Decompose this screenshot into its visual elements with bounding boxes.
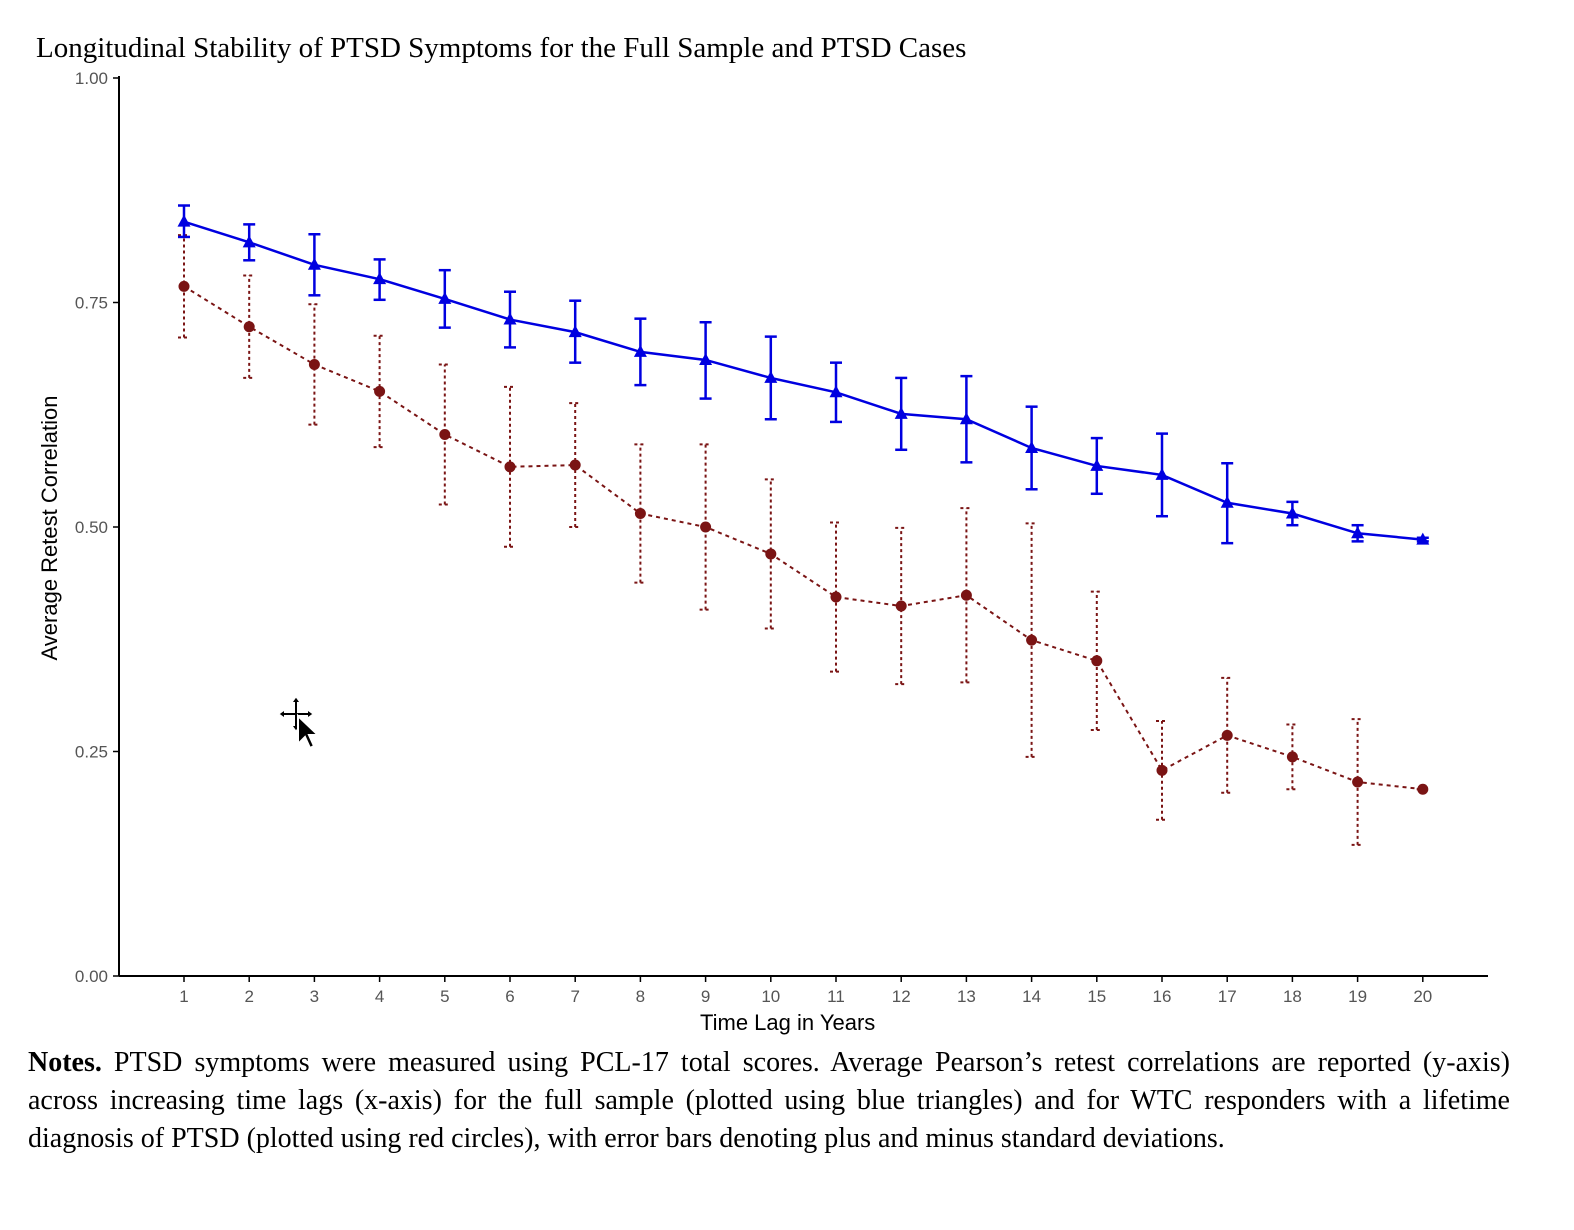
data-point-triangle <box>894 406 908 419</box>
data-point-circle <box>1156 764 1168 776</box>
series-1 <box>177 204 1430 545</box>
x-tick-label: 9 <box>701 987 710 1006</box>
chart-title: Longitudinal Stability of PTSD Symptoms … <box>36 32 966 64</box>
x-tick-label: 16 <box>1153 987 1172 1006</box>
x-tick-label: 7 <box>570 987 579 1006</box>
notes-body: PTSD symptoms were measured using PCL-17… <box>28 1047 1510 1154</box>
data-point-circle <box>308 358 320 370</box>
x-tick-label: 2 <box>244 987 253 1006</box>
y-ticks: 0.00 0.25 0.50 0.75 1.00 <box>75 69 119 986</box>
x-tick-label: 1 <box>179 987 188 1006</box>
data-point-triangle <box>1155 467 1169 480</box>
data-point-circle <box>700 521 712 533</box>
x-tick-label: 4 <box>375 987 384 1006</box>
series-line <box>183 285 1423 791</box>
y-tick-label: 0.75 <box>75 294 108 313</box>
error-bar <box>699 443 712 611</box>
data-point-circle <box>830 591 842 603</box>
x-tick-label: 14 <box>1022 987 1041 1006</box>
data-point-circle <box>178 280 190 292</box>
error-bar <box>1221 676 1234 794</box>
data-point-triangle <box>1351 526 1365 539</box>
data-point-triangle <box>764 370 778 383</box>
y-tick-label: 0.50 <box>75 518 108 537</box>
data-point-circle <box>1221 729 1233 741</box>
y-tick-label: 0.00 <box>75 967 108 986</box>
x-tick-label: 15 <box>1087 987 1106 1006</box>
data-point-triangle <box>242 235 256 248</box>
y-tick-label: 0.25 <box>75 743 108 762</box>
data-point-circle <box>504 461 516 473</box>
x-tick-label: 10 <box>761 987 780 1006</box>
data-point-triangle <box>829 385 843 398</box>
series-2 <box>178 234 1429 846</box>
data-point-triangle <box>699 352 713 365</box>
data-point-triangle <box>568 325 582 338</box>
data-point-triangle <box>1416 532 1430 545</box>
x-tick-label: 6 <box>505 987 514 1006</box>
x-ticks: 1 2 3 4 5 6 7 8 9 10 11 12 13 14 15 16 17 18 19 20 <box>179 976 1432 1006</box>
y-tick-label: 1.00 <box>75 69 108 88</box>
data-point-circle <box>374 385 386 397</box>
data-point-triangle <box>438 291 452 304</box>
x-tick-label: 17 <box>1218 987 1237 1006</box>
data-point-triangle <box>1285 506 1299 519</box>
x-tick-label: 3 <box>310 987 319 1006</box>
x-tick-label: 18 <box>1283 987 1302 1006</box>
x-tick-label: 12 <box>892 987 911 1006</box>
error-bar <box>1090 590 1103 731</box>
data-point-circle <box>1091 655 1103 667</box>
notes-caption: Notes. PTSD symptoms were measured using… <box>28 1044 1510 1158</box>
x-tick-label: 11 <box>827 987 845 1006</box>
data-point-circle <box>895 600 907 612</box>
data-point-triangle <box>1090 458 1104 471</box>
data-point-triangle <box>373 272 387 285</box>
data-point-triangle <box>177 214 191 227</box>
data-point-triangle <box>1025 440 1039 453</box>
x-tick-label: 19 <box>1348 987 1367 1006</box>
data-point-triangle <box>959 412 973 425</box>
notes-lead: Notes. <box>28 1047 102 1078</box>
data-point-triangle <box>503 312 517 325</box>
data-point-circle <box>439 429 451 441</box>
data-point-circle <box>1026 634 1038 646</box>
x-tick-label: 8 <box>636 987 645 1006</box>
y-axis-label: Average Retest Correlation <box>37 396 62 661</box>
axes <box>118 76 1488 977</box>
data-point-circle <box>634 508 646 520</box>
x-tick-label: 13 <box>957 987 976 1006</box>
x-tick-label: 20 <box>1413 987 1432 1006</box>
error-bar <box>438 363 451 506</box>
data-point-circle <box>569 459 581 471</box>
data-point-triangle <box>1220 495 1234 508</box>
series-line <box>183 220 1423 541</box>
error-bar <box>634 443 647 584</box>
chart: Longitudinal Stability of PTSD Symptoms … <box>36 32 1488 1035</box>
data-point-circle <box>1352 776 1364 788</box>
data-point-circle <box>765 548 777 560</box>
data-point-circle <box>243 321 255 333</box>
data-point-circle <box>1417 783 1429 795</box>
error-bar <box>960 507 973 684</box>
move-cursor-icon <box>276 694 321 750</box>
data-point-circle <box>1286 751 1298 763</box>
data-point-circle <box>960 589 972 601</box>
data-point-triangle <box>633 344 647 357</box>
x-axis-label: Time Lag in Years <box>700 1010 875 1035</box>
x-tick-label: 5 <box>440 987 449 1006</box>
series-layer <box>177 204 1430 846</box>
data-point-triangle <box>307 257 321 270</box>
error-bar <box>243 274 256 379</box>
